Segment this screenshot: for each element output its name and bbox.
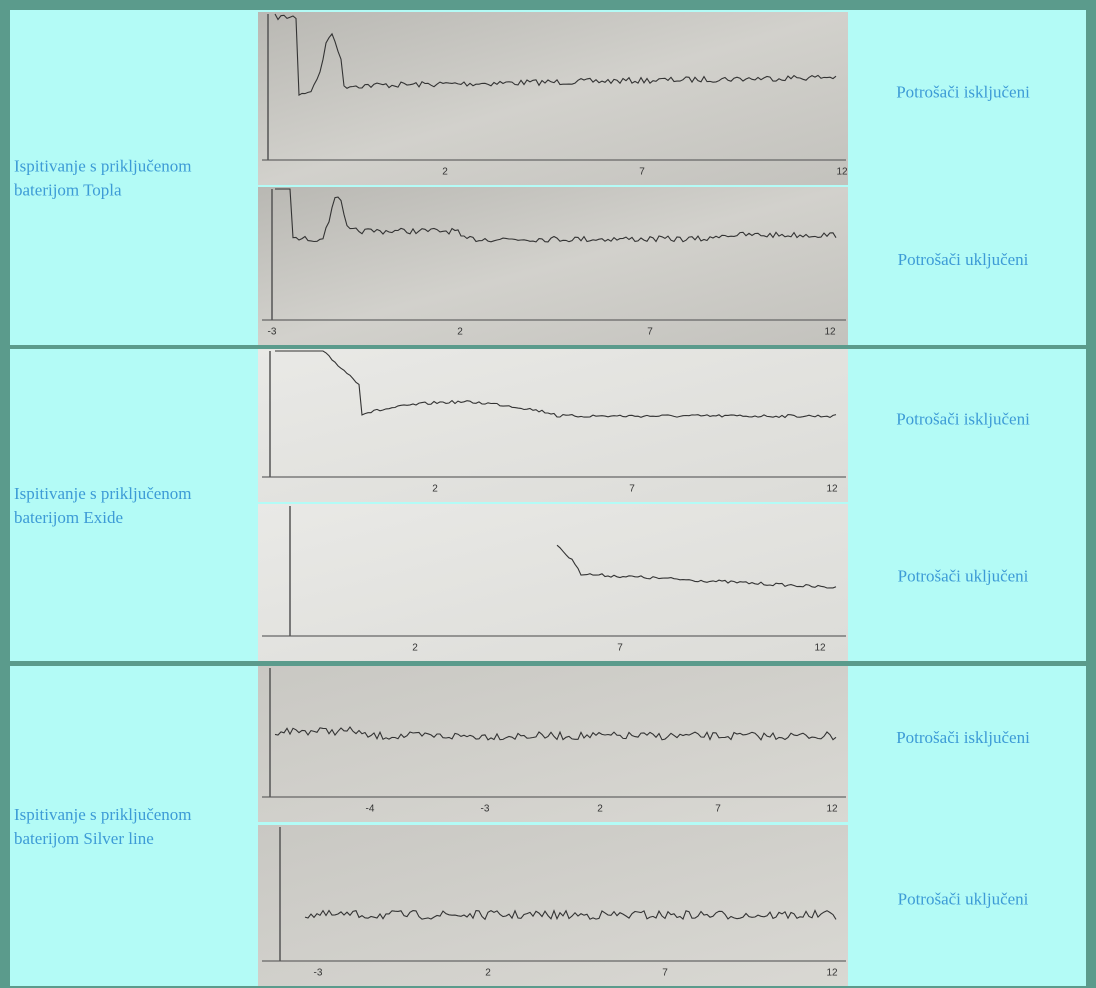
trace-photo	[274, 13, 837, 97]
tick-label: 7	[662, 968, 668, 979]
status-label: Potrošači uključeni	[898, 566, 1029, 585]
status-label: Potrošači isključeni	[896, 82, 1030, 101]
tick-label: -3	[314, 968, 323, 979]
trace-photo	[556, 544, 837, 589]
tick-label: 12	[826, 484, 838, 495]
row-label: Ispitivanje s priključenom	[14, 484, 192, 503]
tick-label: 2	[442, 167, 448, 178]
tick-label: 7	[617, 643, 623, 654]
tick-label: -3	[481, 804, 490, 815]
status-label: Potrošači uključeni	[898, 889, 1029, 908]
tick-label: 12	[824, 327, 836, 338]
trace-photo	[304, 909, 837, 921]
row-label: Ispitivanje s priključenom	[14, 156, 192, 175]
tick-label: 7	[715, 804, 721, 815]
status-label: Potrošači uključeni	[898, 250, 1029, 269]
trace-photo	[274, 726, 837, 741]
trace-photo	[275, 188, 837, 243]
tick-label: 12	[836, 167, 848, 178]
tick-label: 2	[412, 643, 418, 654]
tick-label: 2	[597, 804, 603, 815]
row-label: Ispitivanje s priključenom	[14, 805, 192, 824]
tick-label: -3	[268, 327, 277, 338]
graph-photo	[258, 666, 848, 822]
graph-photo	[258, 12, 848, 185]
graph-photo	[258, 504, 848, 661]
tick-label: 2	[457, 327, 463, 338]
tick-label: 2	[485, 968, 491, 979]
tick-label: 12	[826, 804, 838, 815]
row-label: baterijom Silver line	[14, 829, 154, 848]
trace-photo	[275, 350, 837, 419]
tick-label: 12	[814, 643, 826, 654]
tick-label: 7	[639, 167, 645, 178]
tick-label: 12	[826, 968, 838, 979]
graph-photo	[258, 187, 848, 345]
tick-label: 7	[647, 327, 653, 338]
status-label: Potrošači isključeni	[896, 409, 1030, 428]
row-label: baterijom Exide	[14, 508, 123, 527]
graph-photo	[258, 825, 848, 986]
tick-label: -4	[366, 804, 375, 815]
status-label: Potrošači isključeni	[896, 728, 1030, 747]
graph-photo	[258, 349, 848, 502]
tick-label: 2	[432, 484, 438, 495]
row-label: baterijom Topla	[14, 180, 122, 199]
tick-label: 7	[629, 484, 635, 495]
